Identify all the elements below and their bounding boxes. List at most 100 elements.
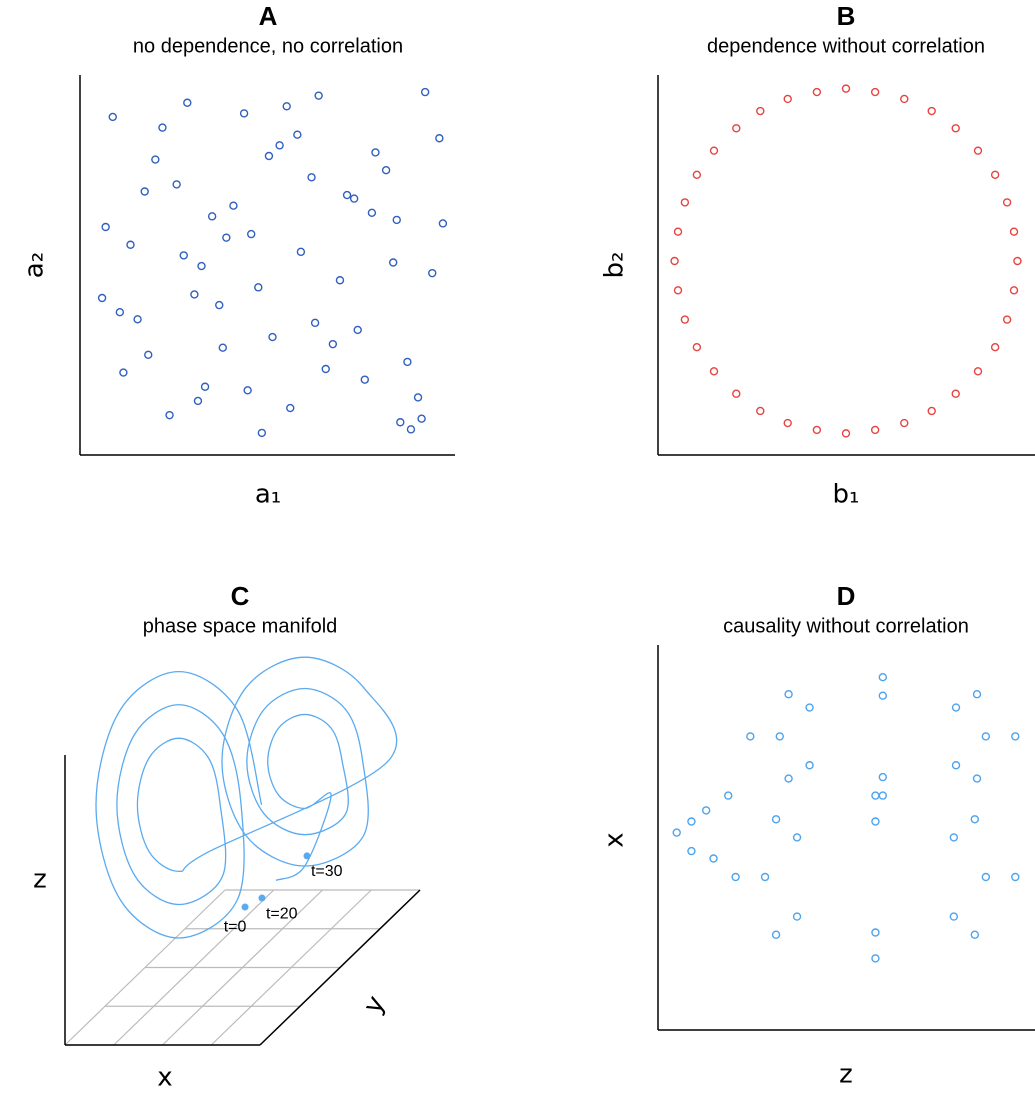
- point: [731, 872, 740, 882]
- point: [878, 673, 887, 682]
- point: [709, 367, 719, 376]
- point: [692, 342, 702, 352]
- point: [673, 286, 683, 295]
- point: [126, 240, 135, 249]
- point: [1009, 227, 1019, 236]
- point: [367, 208, 377, 218]
- time-marker: [258, 894, 266, 902]
- point: [784, 774, 793, 783]
- point: [172, 180, 181, 189]
- point: [101, 222, 110, 232]
- point: [381, 165, 391, 175]
- point: [870, 425, 880, 435]
- y-axis-label: x: [600, 832, 630, 847]
- annotation: t=20: [266, 905, 298, 922]
- point: [119, 368, 128, 377]
- point: [420, 87, 430, 97]
- floor-grid: [64, 889, 421, 1046]
- point: [792, 833, 802, 842]
- point: [165, 410, 174, 420]
- point: [970, 815, 979, 824]
- point: [200, 382, 210, 391]
- point: [193, 396, 203, 406]
- time-marker: [241, 903, 249, 911]
- panel-subtitle: dependence without correlation: [707, 35, 985, 57]
- point: [981, 732, 991, 741]
- point: [342, 190, 352, 200]
- point: [871, 791, 880, 800]
- point: [257, 428, 267, 438]
- point: [841, 429, 851, 438]
- point: [183, 98, 192, 107]
- point: [951, 703, 961, 712]
- point: [349, 194, 359, 203]
- point: [687, 817, 696, 826]
- point: [878, 772, 887, 782]
- point: [970, 930, 979, 939]
- point: [1013, 256, 1022, 266]
- point: [900, 418, 909, 428]
- panel-title: A: [259, 1, 278, 31]
- panel-title: C: [231, 581, 250, 611]
- point: [878, 691, 887, 700]
- point: [396, 418, 405, 427]
- point: [229, 201, 238, 210]
- panel-title: D: [837, 581, 856, 611]
- panel-subtitle: phase space manifold: [143, 615, 338, 637]
- point: [972, 774, 982, 783]
- point: [724, 791, 733, 800]
- y-axis: [259, 889, 421, 1046]
- annotation: t=30: [311, 863, 343, 880]
- point: [981, 872, 991, 882]
- point: [871, 954, 880, 963]
- point: [239, 109, 249, 118]
- point: [812, 87, 822, 97]
- point: [275, 141, 284, 150]
- point: [841, 84, 851, 93]
- point: [140, 187, 149, 196]
- point: [392, 215, 401, 225]
- point: [732, 389, 741, 398]
- point: [246, 229, 256, 239]
- point: [878, 791, 887, 800]
- point: [973, 146, 983, 155]
- point: [771, 930, 781, 939]
- point: [783, 94, 792, 104]
- z-axis-label: z: [33, 865, 47, 895]
- point: [307, 173, 316, 182]
- point: [972, 690, 982, 699]
- point: [792, 912, 802, 921]
- point: [709, 854, 718, 863]
- point: [709, 146, 719, 155]
- point: [282, 102, 291, 111]
- point: [243, 386, 252, 395]
- point: [784, 690, 793, 699]
- point: [413, 393, 423, 402]
- point: [197, 261, 206, 271]
- annotation: t=0: [224, 918, 247, 935]
- x-axis-label: x: [157, 1063, 172, 1093]
- point: [310, 318, 320, 328]
- point: [151, 155, 160, 164]
- point: [371, 148, 380, 157]
- point: [783, 418, 792, 428]
- y-axis-label: y: [358, 991, 392, 1019]
- point: [680, 315, 690, 324]
- point: [771, 815, 781, 824]
- point: [870, 87, 880, 97]
- point: [321, 364, 330, 374]
- point: [680, 198, 690, 207]
- panel-title: B: [837, 1, 856, 31]
- point: [775, 732, 784, 741]
- point: [670, 256, 679, 266]
- point: [949, 912, 959, 921]
- point: [360, 375, 369, 384]
- point: [732, 124, 741, 133]
- point: [871, 928, 880, 937]
- point: [254, 283, 263, 292]
- point: [218, 343, 228, 352]
- point: [406, 425, 416, 434]
- point: [673, 227, 683, 236]
- point: [812, 425, 822, 435]
